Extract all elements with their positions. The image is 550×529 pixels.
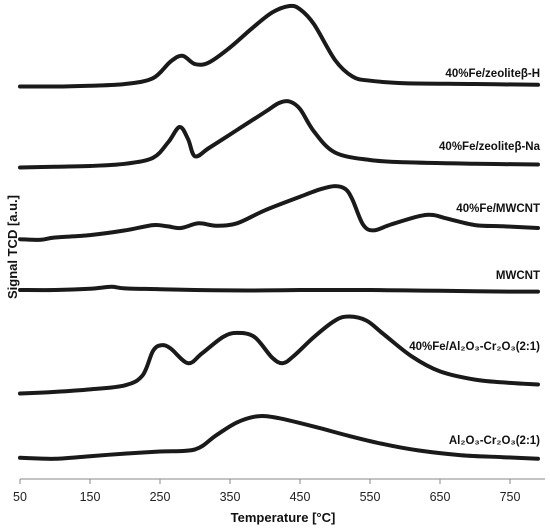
series-line <box>18 284 540 294</box>
x-axis-title: Temperature [°C] <box>231 510 336 525</box>
x-tick-label: 650 <box>430 490 451 504</box>
series-label: MWCNT <box>496 270 540 282</box>
x-tick-label: 250 <box>150 490 171 504</box>
series-label: Al₂O₃-Cr₂O₃(2:1) <box>449 435 540 447</box>
x-tick-label: 350 <box>220 490 241 504</box>
series-line <box>18 99 540 170</box>
series-line <box>18 184 540 242</box>
series-line <box>18 3 540 89</box>
series-line <box>18 314 540 396</box>
x-tick-label: 750 <box>500 490 521 504</box>
x-tick-label: 450 <box>290 490 311 504</box>
series-label: 40%Fe/zeoliteβ-H <box>445 68 540 80</box>
series-label: 40%Fe/MWCNT <box>456 203 540 215</box>
x-tick-label: 150 <box>80 490 101 504</box>
x-tick-label: 50 <box>13 490 27 504</box>
series-label: 40%Fe/zeoliteβ-Na <box>439 141 541 153</box>
series-line <box>18 413 540 461</box>
plot-area: 40%Fe/zeoliteβ-H 40%Fe/zeoliteβ-Na 40%Fe/M… <box>18 3 541 461</box>
x-axis-ticks: 50 150 250 350 450 550 650 750 <box>13 479 520 504</box>
x-tick-label: 550 <box>360 490 381 504</box>
y-axis-title: Signal TCD [a.u.] <box>5 195 20 299</box>
series-label: 40%Fe/Al₂O₃-Cr₂O₃(2:1) <box>409 341 540 353</box>
